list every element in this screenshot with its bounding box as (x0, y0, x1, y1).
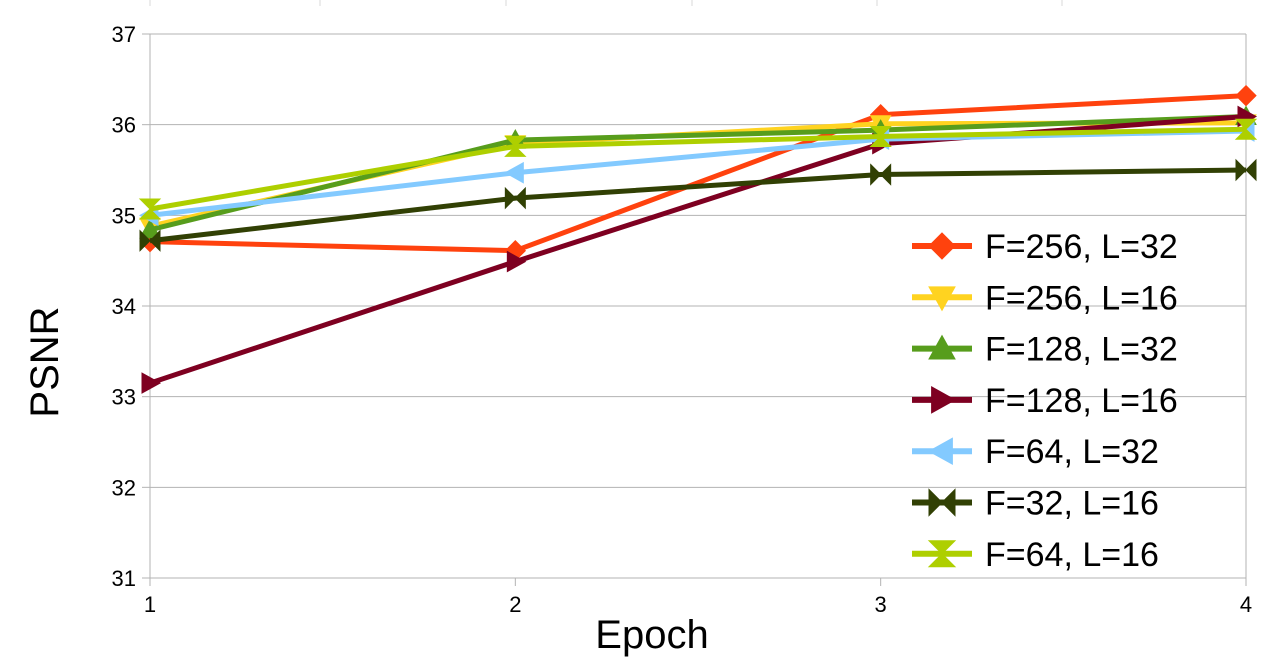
legend-label: F=128, L=16 (985, 382, 1178, 420)
y-tick-label: 31 (112, 566, 136, 591)
legend-item: F=128, L=16 (912, 382, 1178, 420)
legend-label: F=256, L=32 (985, 228, 1178, 266)
legend-marker (928, 286, 956, 312)
legend-label: F=64, L=32 (985, 433, 1159, 471)
series (138, 118, 1258, 220)
legend-label: F=256, L=16 (985, 279, 1178, 317)
series-line (149, 167, 1247, 244)
data-point (1235, 84, 1257, 107)
x-tick-label: 1 (144, 592, 156, 617)
y-tick-label: 36 (112, 113, 136, 138)
data-point (506, 250, 527, 273)
legend-marker (927, 437, 953, 466)
data-point (138, 198, 162, 220)
legend-label: F=32, L=16 (985, 485, 1159, 523)
data-point (504, 186, 526, 210)
legend-marker (931, 386, 957, 414)
y-tick-label: 33 (112, 385, 136, 410)
series-line (149, 114, 1247, 233)
data-point (139, 229, 161, 252)
series-line (149, 114, 1247, 386)
data-point (504, 161, 524, 184)
y-axis-title: PSNR (23, 306, 67, 417)
legend-marker (928, 334, 956, 360)
legend-marker (928, 232, 956, 260)
data-point (139, 218, 161, 239)
x-axis-title: Epoch (595, 613, 708, 657)
series-line (149, 126, 1247, 212)
legend-marker (927, 540, 957, 568)
series (139, 158, 1257, 252)
series-group (138, 84, 1258, 394)
data-point (504, 135, 527, 157)
y-tick-label: 35 (112, 203, 136, 228)
data-point (869, 125, 892, 147)
y-tick-label: 32 (112, 475, 136, 500)
series-line (149, 93, 1247, 254)
legend-marker (928, 488, 956, 517)
data-point (1234, 118, 1258, 140)
legend: F=256, L=32 F=256, L=16 F=128, L=32 F=128, … (912, 228, 1178, 574)
x-tick-label: 2 (509, 592, 521, 617)
legend-item: F=64, L=16 (912, 536, 1159, 574)
legend-item: F=256, L=16 (912, 279, 1178, 317)
legend-item: F=64, L=32 (912, 433, 1159, 471)
series (141, 105, 1258, 394)
legend-label: F=64, L=16 (985, 536, 1159, 574)
legend-item: F=32, L=16 (912, 485, 1159, 523)
data-point (1235, 158, 1257, 182)
x-tick-label: 3 (875, 592, 887, 617)
data-point (870, 163, 892, 186)
y-tick-label: 34 (112, 294, 136, 319)
grid (149, 0, 1246, 579)
data-point (141, 372, 162, 394)
legend-item: F=128, L=32 (912, 331, 1178, 369)
x-tick-label: 4 (1240, 592, 1252, 617)
y-tick-label: 37 (112, 22, 136, 47)
legend-item: F=256, L=32 (912, 228, 1178, 266)
legend-label: F=128, L=32 (985, 331, 1178, 369)
